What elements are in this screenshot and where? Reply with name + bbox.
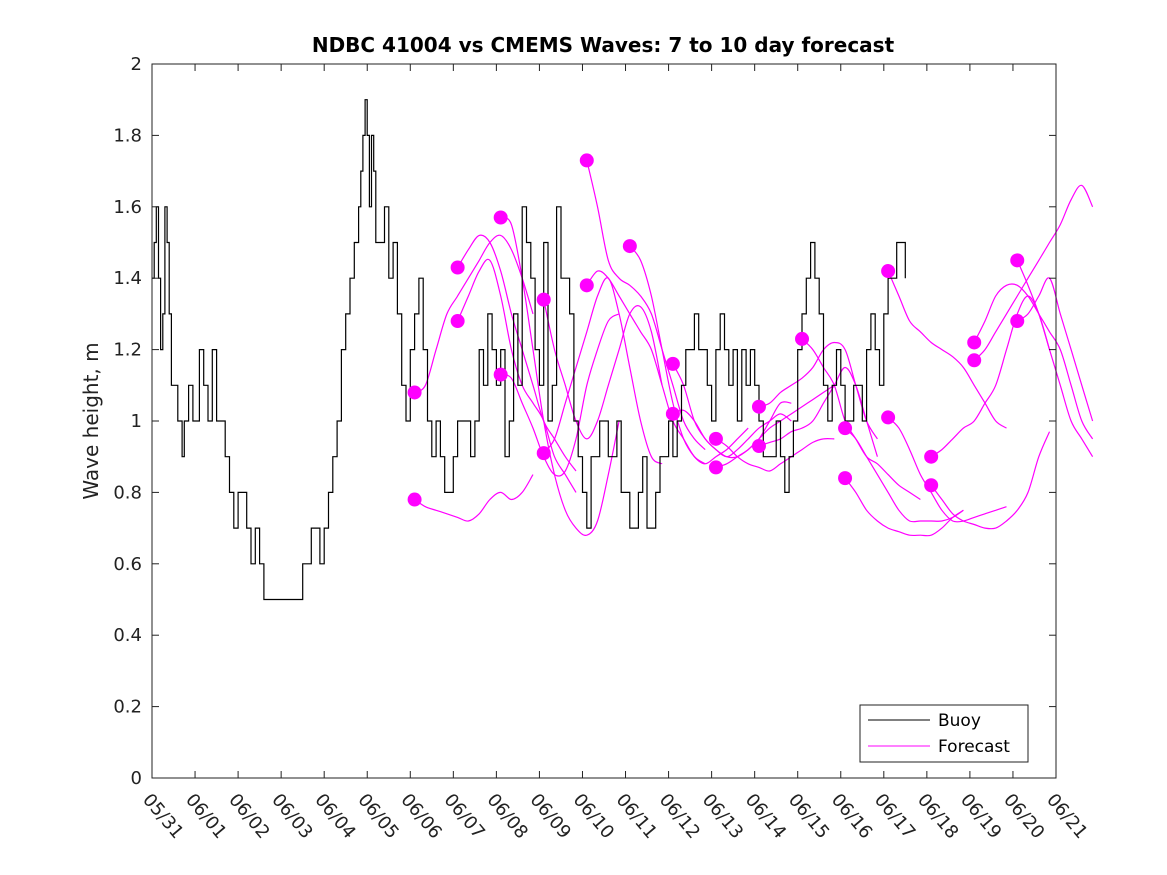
legend-buoy-label: Buoy [938, 711, 981, 731]
legend-forecast-label: Forecast [938, 737, 1010, 757]
x-tick-label: 06/20 [999, 790, 1048, 843]
forecast-line [715, 438, 835, 472]
x-tick-label: 06/06 [396, 790, 445, 843]
x-tick-label: 06/02 [224, 790, 273, 843]
forecast-lines [414, 160, 1094, 537]
x-tick-label: 05/31 [138, 790, 187, 843]
y-axis: 0 0.2 0.4 0.6 0.8 1 1.2 1.4 1.6 1.8 2 [113, 54, 1056, 789]
x-tick-label: 06/09 [526, 790, 575, 843]
y-tick-label: 1.6 [113, 197, 142, 218]
forecast-line [758, 366, 878, 457]
forecast-line [543, 277, 663, 465]
x-tick-label: 06/21 [1042, 790, 1091, 843]
forecast-start-marker [838, 471, 853, 486]
forecast-start-marker [838, 421, 853, 436]
forecast-start-marker [493, 210, 508, 225]
forecast-line [414, 234, 534, 393]
forecast-start-marker [407, 492, 422, 507]
y-axis-label: Wave height, m [79, 342, 103, 499]
legend: Buoy Forecast [859, 704, 1029, 763]
y-tick-label: 1.4 [113, 268, 142, 289]
forecast-start-marker [881, 264, 896, 279]
forecast-line [930, 431, 1051, 530]
forecast-line [500, 313, 620, 477]
forecast-start-marker [924, 449, 939, 464]
x-tick-label: 06/01 [181, 790, 230, 843]
forecast-start-marker [967, 335, 982, 350]
buoy-series-line [152, 99, 906, 601]
forecast-line [715, 384, 835, 468]
forecast-start-marker [407, 385, 422, 400]
forecast-line [457, 234, 577, 472]
forecast-start-marker [622, 239, 637, 254]
x-tick-label: 06/15 [784, 790, 833, 843]
y-tick-label: 0.8 [113, 482, 142, 503]
x-tick-label: 06/18 [913, 790, 962, 843]
buoy-line [152, 99, 906, 601]
forecast-line [414, 474, 534, 522]
forecast-start-marker [579, 153, 594, 168]
forecast-start-marker [665, 356, 680, 371]
forecast-start-marker [924, 478, 939, 493]
x-tick-label: 06/07 [440, 790, 489, 843]
x-tick-label: 06/04 [310, 790, 359, 843]
forecast-line [887, 416, 1007, 523]
forecast-line [1016, 277, 1094, 422]
y-tick-label: 2 [131, 54, 142, 75]
x-tick-label: 06/19 [956, 790, 1005, 843]
y-tick-label: 0 [131, 768, 142, 789]
x-tick-label: 06/05 [353, 790, 402, 843]
forecast-start-marker [751, 438, 766, 453]
forecast-start-marker [1010, 314, 1025, 329]
x-tick-label: 06/14 [741, 790, 790, 843]
y-tick-label: 1.8 [113, 125, 142, 146]
forecast-line [844, 427, 964, 523]
forecast-start-marker [967, 353, 982, 368]
x-tick-label: 06/03 [267, 790, 316, 843]
forecast-line [1016, 260, 1094, 458]
forecast-line [973, 184, 1094, 361]
forecast-start-marker [751, 399, 766, 414]
forecast-line [672, 401, 792, 459]
y-tick-label: 1 [131, 411, 142, 432]
forecast-start-marker [579, 278, 594, 293]
forecast-line [887, 270, 1007, 429]
forecast-start-marker [536, 292, 551, 307]
x-tick-label: 06/12 [655, 790, 704, 843]
forecast-start-marker [450, 260, 465, 275]
forecast-start-marker [493, 367, 508, 382]
forecast-start-marker [795, 331, 810, 346]
forecast-line [586, 160, 706, 451]
forecast-line [543, 299, 663, 440]
forecast-start-marker [708, 460, 723, 475]
forecast-start-marker [665, 406, 680, 421]
forecast-start-marker [536, 446, 551, 461]
forecast-line [844, 477, 964, 537]
y-tick-label: 0.2 [113, 697, 142, 718]
forecast-start-marker [708, 431, 723, 446]
forecast-line [629, 245, 749, 465]
chart-title: NDBC 41004 vs CMEMS Waves: 7 to 10 day f… [312, 33, 895, 57]
x-tick-label: 06/13 [698, 790, 747, 843]
x-tick-label: 06/11 [612, 790, 661, 843]
y-tick-label: 1.2 [113, 340, 142, 361]
forecast-start-marker [450, 314, 465, 329]
x-tick-label: 06/10 [569, 790, 618, 843]
legend-box [859, 704, 1029, 763]
forecast-line [457, 258, 577, 493]
y-tick-label: 0.6 [113, 554, 142, 575]
y-tick-label: 0.4 [113, 625, 142, 646]
x-tick-label: 06/08 [483, 790, 532, 843]
x-tick-label: 06/16 [827, 790, 876, 843]
forecast-start-marker [881, 410, 896, 425]
forecast-markers [407, 153, 1025, 507]
x-tick-label: 06/17 [870, 790, 919, 843]
forecast-start-marker [1010, 253, 1025, 268]
